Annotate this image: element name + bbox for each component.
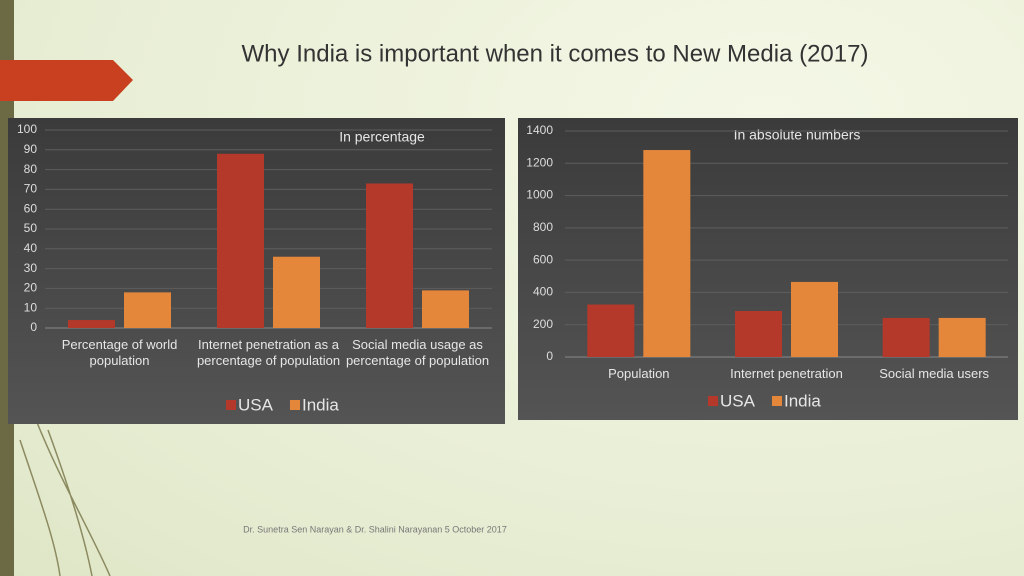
x-tick-label: Internet penetration [730, 366, 843, 381]
bar [791, 281, 838, 357]
y-tick-label: 0 [30, 320, 37, 334]
chart-subtitle: In percentage [339, 129, 425, 145]
legend-swatch [772, 396, 782, 406]
chart-subtitle: In absolute numbers [734, 127, 861, 143]
legend-label: USA [238, 395, 274, 414]
bar [735, 310, 782, 357]
bar [882, 317, 930, 357]
legend-swatch [226, 400, 236, 410]
x-tick-label: Percentage of world population [61, 337, 178, 368]
bar [643, 150, 691, 357]
x-tick-label: Social media users [879, 366, 990, 381]
y-tick-label: 20 [24, 281, 38, 295]
bar [366, 183, 413, 328]
legend-label: USA [720, 391, 756, 410]
y-tick-label: 50 [24, 221, 38, 235]
slide-title: Why India is important when it comes to … [242, 40, 869, 67]
y-tick-label: 80 [24, 162, 38, 176]
y-tick-label: 90 [24, 142, 38, 156]
title-arrow [0, 60, 133, 101]
y-tick-label: 100 [17, 122, 37, 136]
y-tick-label: 40 [24, 241, 38, 255]
y-tick-label: 60 [24, 201, 38, 215]
y-tick-label: 30 [24, 261, 38, 275]
legend-swatch [708, 396, 718, 406]
y-tick-label: 800 [533, 220, 553, 234]
x-tick-label: Internet penetration as a percentage of … [196, 337, 341, 368]
bar [217, 153, 264, 328]
x-tick-label: Social media usage as percentage of popu… [345, 337, 490, 368]
decoration [19, 419, 111, 576]
y-tick-label: 400 [533, 285, 553, 299]
bar [587, 304, 635, 357]
legend-label: India [302, 395, 339, 414]
y-tick-label: 70 [24, 182, 38, 196]
y-tick-label: 600 [533, 252, 553, 266]
y-tick-label: 1200 [526, 155, 553, 169]
bar [124, 292, 171, 328]
bar [422, 290, 469, 328]
bar [68, 320, 115, 328]
footer: Dr. Sunetra Sen Narayan & Dr. Shalini Na… [243, 524, 507, 534]
y-tick-label: 200 [533, 317, 553, 331]
y-tick-label: 1000 [526, 188, 553, 202]
bar [273, 256, 320, 328]
chart-panel [518, 118, 1018, 420]
legend-label: India [784, 391, 821, 410]
y-tick-label: 1400 [526, 123, 553, 137]
y-tick-label: 10 [24, 300, 38, 314]
legend-swatch [290, 400, 300, 410]
bar [938, 317, 986, 357]
x-tick-label: Population [608, 366, 670, 381]
y-tick-label: 0 [546, 349, 553, 363]
